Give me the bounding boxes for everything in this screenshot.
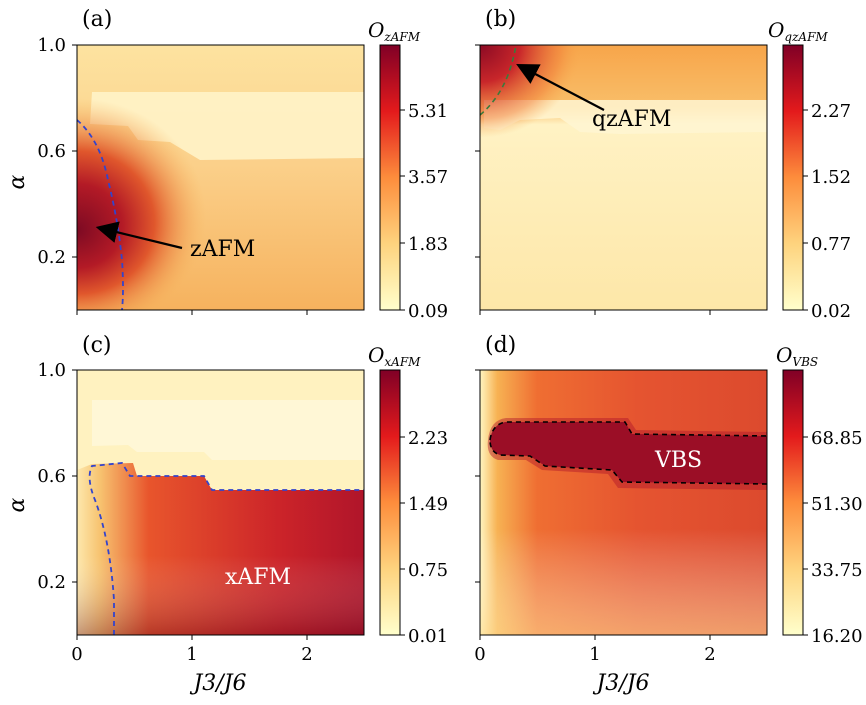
cbar-tick-d-2: 33.75 [811,560,863,581]
panel-b: qzAFM (b) 0.02 0.77 1.52 2.27 OqzAFM [475,7,851,322]
cbar-tick-b-4: 2.27 [811,101,851,122]
cbar-tick-a-3: 3.57 [408,167,448,188]
heatmap-b [480,45,767,310]
y-tick-c-1: 1.0 [37,360,66,381]
cbar-tick-d-3: 51.30 [811,494,863,515]
x-tick-d-1: 0 [474,644,485,665]
x-axis-label-c: J3/J6 [189,671,246,696]
boundary-line-c [88,462,364,635]
annotation-label-c: xAFM [225,565,291,590]
heatmap-d [480,370,767,635]
x-tick-d-2: 1 [589,644,600,665]
colorbar-b: 0.02 0.77 1.52 2.27 OqzAFM [768,18,851,322]
colorbar-d: 16.20 33.75 51.30 68.85 OVBS [776,343,863,647]
cbar-tick-b-2: 0.77 [811,234,851,255]
x-ticks-c: 0 1 2 [71,635,313,665]
cbar-tick-d-1: 16.20 [811,626,863,647]
y-axis-label-a: α [5,174,30,189]
x-axis-label-d: J3/J6 [592,671,649,696]
x-ticks-d: 0 1 2 [474,635,716,665]
y-tick-c-2: 0.6 [37,466,66,487]
panel-label-c: (c) [82,333,112,358]
y-tick-a-1: 1.0 [37,35,66,56]
cbar-title-b: OqzAFM [768,18,828,44]
cbar-tick-c-2: 0.75 [408,560,448,581]
annotation-label-d: VBS [654,448,702,473]
panel-c: xAFM (c) α 1.0 0.6 0.2 0 1 2 J3/J6 0.01 [5,333,448,696]
x-ticks-b [479,310,711,315]
cbar-tick-c-3: 1.49 [408,494,448,515]
cbar-title-a: OzAFM [368,18,421,44]
y-ticks-b [475,44,480,258]
x-ticks-a [76,310,308,315]
cbar-tick-a-1: 0.09 [408,301,448,322]
heatmap-a [77,45,364,310]
cbar-tick-c-4: 2.23 [408,428,448,449]
panel-a: zAFM (a) α 1.0 0.6 0.2 0.09 1.83 3.57 [5,7,448,322]
y-tick-a-2: 0.6 [37,141,66,162]
cbar-tick-a-4: 5.31 [408,101,448,122]
y-ticks-a: 1.0 0.6 0.2 [37,35,77,268]
cbar-tick-d-4: 68.85 [811,428,863,449]
colorbar-c: 0.01 0.75 1.49 2.23 OxAFM [368,343,448,647]
x-tick-c-3: 2 [301,644,312,665]
y-ticks-d [475,369,480,583]
x-tick-c-2: 1 [186,644,197,665]
cbar-tick-c-1: 0.01 [408,626,448,647]
boundary-line-d [489,421,768,485]
y-tick-c-3: 0.2 [37,572,66,593]
cbar-title-d: OVBS [776,343,818,369]
colorbar-a: 0.09 1.83 3.57 5.31 OzAFM [368,18,448,322]
cbar-tick-b-3: 1.52 [811,167,851,188]
panel-label-b: (b) [485,7,516,32]
panel-label-a: (a) [82,7,112,32]
annotation-arrow-b [516,63,605,111]
cbar-tick-b-1: 0.02 [811,301,851,322]
cbar-tick-a-2: 1.83 [408,234,448,255]
annotation-label-a: zAFM [190,237,255,262]
boundary-line-b [479,44,517,116]
panel-label-d: (d) [485,333,516,358]
x-tick-d-3: 2 [704,644,715,665]
boundary-line-a [76,119,124,311]
x-tick-c-1: 0 [71,644,82,665]
cbar-title-c: OxAFM [368,343,421,369]
panel-d: VBS (d) 0 1 2 J3/J6 16.20 33.75 51.30 68… [474,333,862,696]
annotation-label-b: qzAFM [592,107,671,132]
annotation-arrow-a [95,221,183,250]
y-ticks-c: 1.0 0.6 0.2 [37,360,77,593]
y-tick-a-3: 0.2 [37,247,66,268]
y-axis-label-c: α [5,497,30,512]
heatmap-c [77,370,364,635]
